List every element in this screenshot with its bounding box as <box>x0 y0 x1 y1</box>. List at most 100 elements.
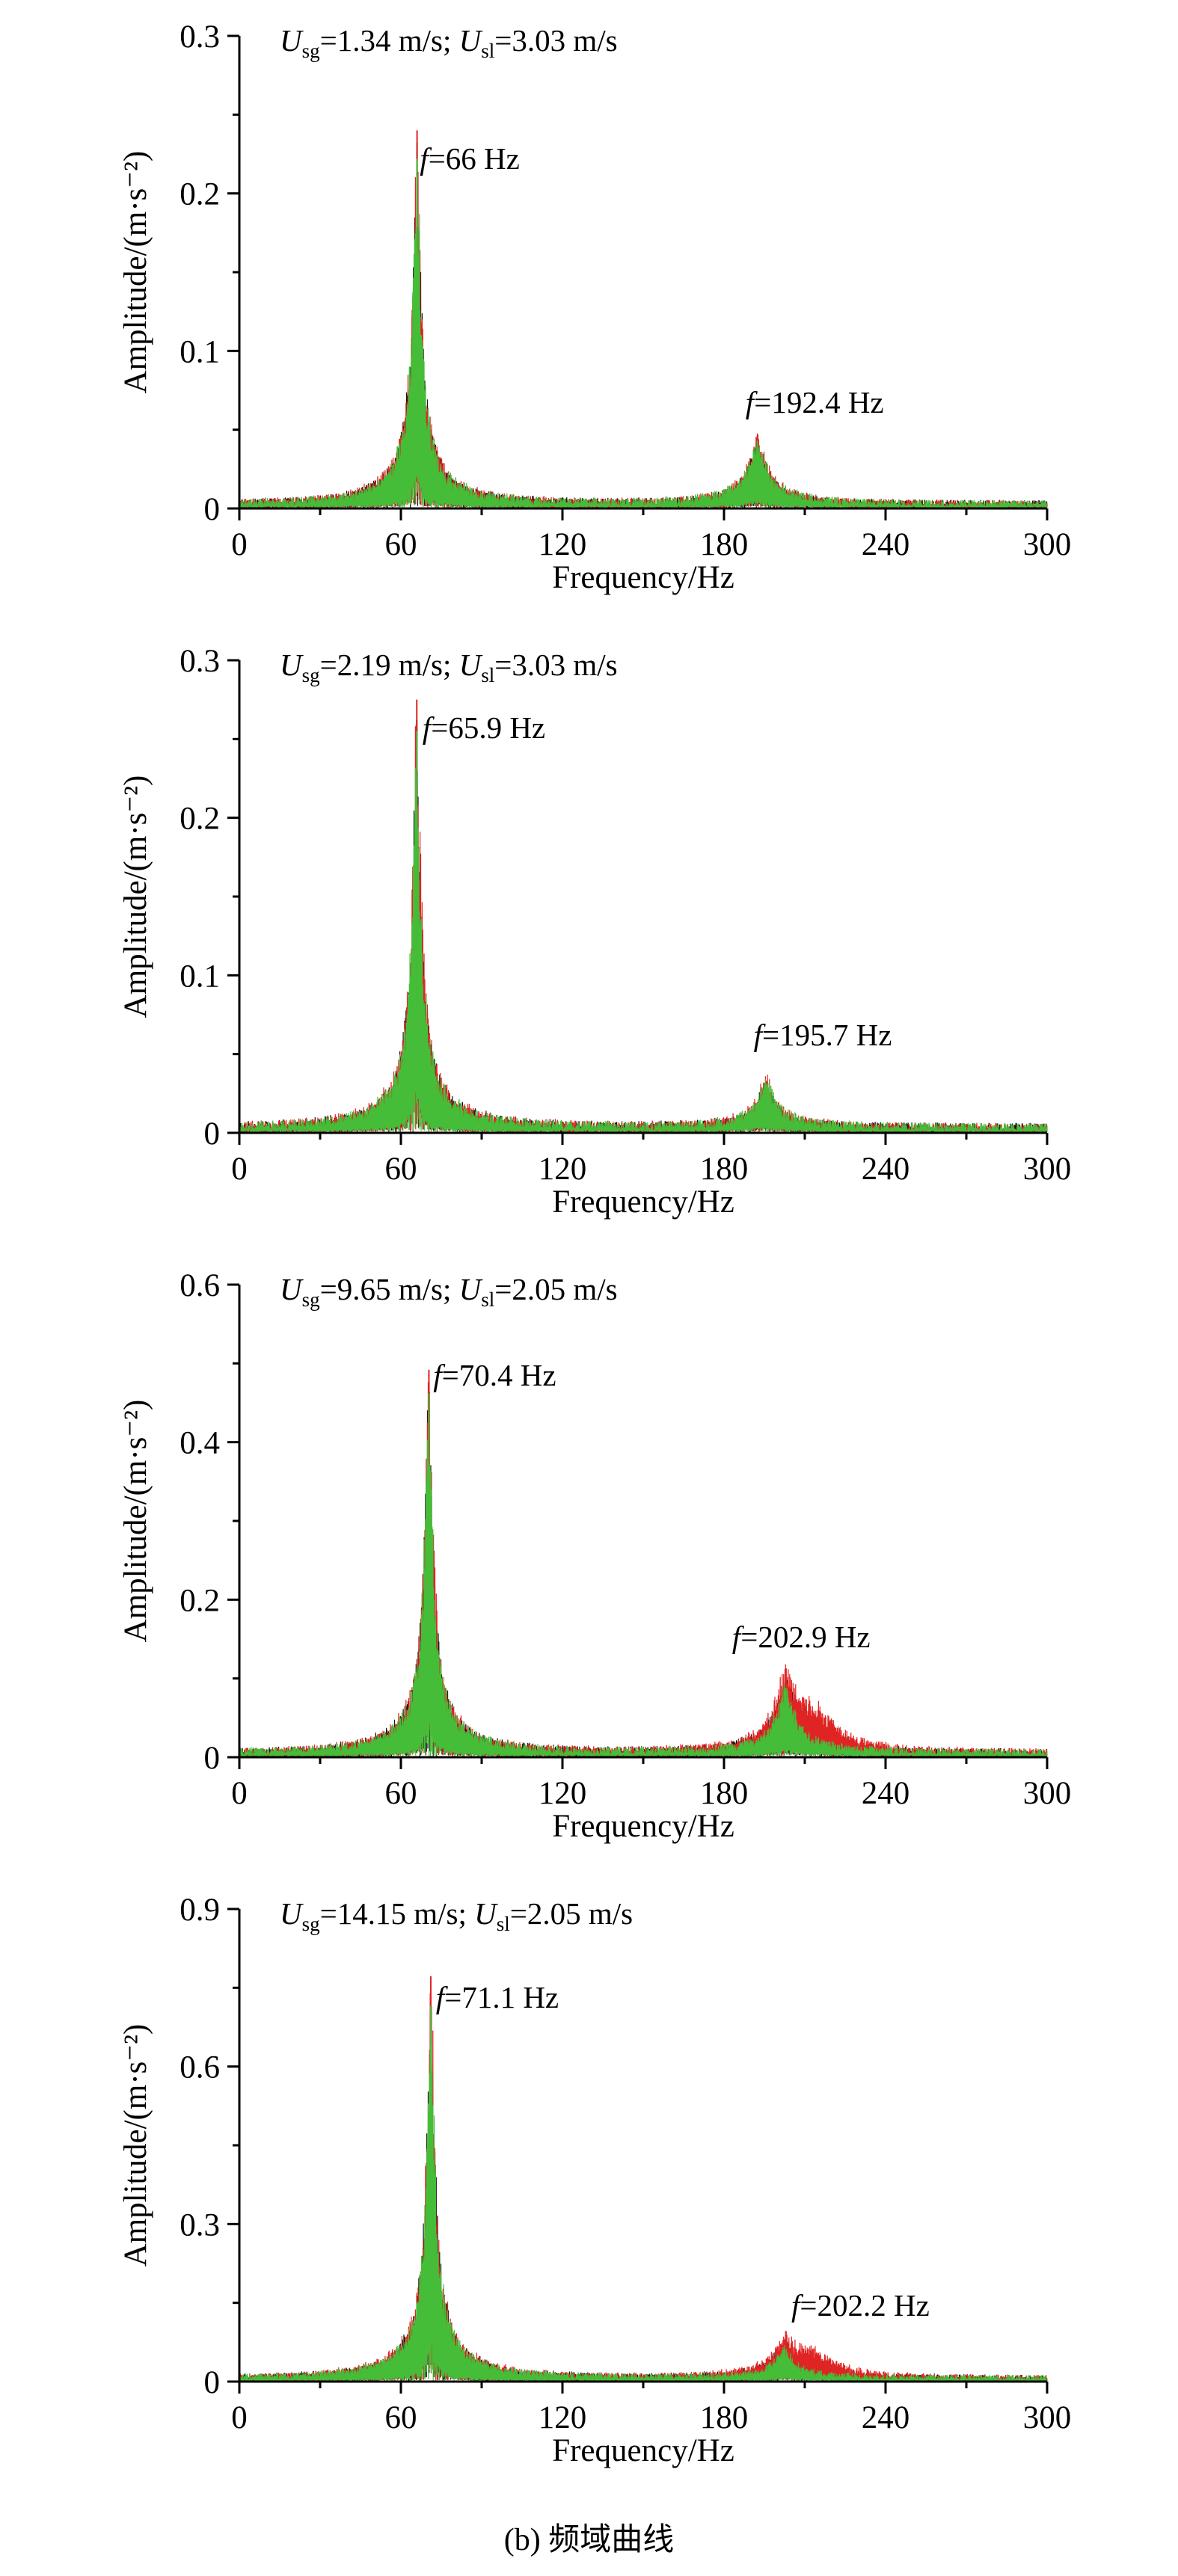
spectrum-plot-3: 0 60 120 180 240 300 0 0.2 0.4 0.6 <box>180 1268 1071 1811</box>
usl-subscript: sl <box>481 40 495 63</box>
usg-symbol: U <box>280 648 302 682</box>
usl-symbol: U <box>458 648 482 682</box>
spectrum-plot-4: 0 60 120 180 240 300 0 0.3 0.6 0.9 <box>180 1893 1071 2435</box>
spectrum-chart-4: 0 60 120 180 240 300 0 0.3 0.6 0.9 Amplitude/(m·s… <box>0 1873 1178 2497</box>
x-ticks: 0 60 120 180 240 300 <box>231 1133 1071 1187</box>
usl-value: =3.03 m/s <box>494 648 618 682</box>
usg-value: =1.34 m/s; <box>319 23 459 58</box>
usg-symbol: U <box>280 23 302 58</box>
y-tick-label: 0.1 <box>180 334 220 369</box>
y-tick-label: 0 <box>204 1741 221 1776</box>
spectrum-chart-1: 0 60 120 180 240 300 0 0.1 0.2 0.3 Amplitude/(m·s… <box>0 0 1178 624</box>
y-tick-label: 0.6 <box>180 2050 220 2085</box>
y-tick-label: 0.4 <box>180 1426 220 1461</box>
x-tick-label: 300 <box>1023 1152 1072 1187</box>
main-peak-label: f=70.4 Hz <box>433 1357 556 1395</box>
y-tick-label: 0.6 <box>180 1268 220 1303</box>
series-green <box>239 1401 1048 1759</box>
x-tick-label: 300 <box>1023 1776 1072 1811</box>
y-axis-label: Amplitude/(m·s⁻²) <box>118 1399 153 1643</box>
y-tick-label: 0.2 <box>180 177 220 212</box>
secondary-peak-value: =192.4 Hz <box>754 385 884 420</box>
usl-symbol: U <box>474 1896 497 1931</box>
x-tick-label: 240 <box>862 2400 910 2435</box>
x-tick-label: 60 <box>385 1776 417 1811</box>
series-red <box>239 1382 1048 1758</box>
spectrum-chart-3: 0 60 120 180 240 300 0 0.2 0.4 0.6 Amplitude/(m·s… <box>0 1249 1178 1873</box>
main-peak-value: =66 Hz <box>428 141 520 176</box>
usl-value: =2.05 m/s <box>509 1896 634 1931</box>
x-tick-label: 180 <box>700 527 749 562</box>
condition-label: Usg=9.65 m/s; Usl=2.05 m/s <box>280 1271 618 1312</box>
condition-label: Usg=2.19 m/s; Usl=3.03 m/s <box>280 647 618 687</box>
main-peak-label: f=71.1 Hz <box>436 1979 559 2017</box>
series-green <box>239 767 1048 1134</box>
usl-value: =3.03 m/s <box>494 23 618 58</box>
y-axis-label: Amplitude/(m·s⁻²) <box>118 150 153 394</box>
series-black <box>239 2008 1048 2383</box>
x-axis-label: Frequency/Hz <box>552 1809 734 1844</box>
secondary-peak-label: f=192.4 Hz <box>746 384 884 422</box>
y-tick-label: 0.2 <box>180 802 220 837</box>
series-green <box>239 205 1048 511</box>
f-symbol: f <box>753 1017 762 1052</box>
x-tick-label: 120 <box>539 527 587 562</box>
x-tick-label: 0 <box>231 1152 248 1187</box>
x-ticks: 0 60 120 180 240 300 <box>231 1757 1071 1811</box>
usl-subscript: sl <box>496 1913 510 1936</box>
y-ticks: 0 0.1 0.2 0.3 <box>180 644 239 1152</box>
usg-subscript: sg <box>301 1913 320 1936</box>
x-tick-label: 240 <box>862 527 910 562</box>
condition-label: Usg=14.15 m/s; Usl=2.05 m/s <box>280 1896 633 1936</box>
x-tick-label: 0 <box>231 1776 248 1811</box>
x-axis-label: Frequency/Hz <box>552 2433 734 2468</box>
x-tick-label: 60 <box>385 1152 417 1187</box>
series-black <box>239 748 1048 1134</box>
series-red <box>239 724 1048 1134</box>
x-tick-label: 0 <box>231 2400 248 2435</box>
spectrum-chart-2: 0 60 120 180 240 300 0 0.1 0.2 0.3 Amplitude/(m·s… <box>0 624 1178 1249</box>
main-peak-value: =65.9 Hz <box>431 710 546 745</box>
usl-symbol: U <box>458 23 482 58</box>
series-black <box>239 150 1048 510</box>
x-tick-label: 300 <box>1023 527 1072 562</box>
spectrum-plot-1: 0 60 120 180 240 300 0 0.1 0.2 0.3 <box>180 19 1071 562</box>
x-tick-label: 180 <box>700 2400 749 2435</box>
y-axis-label: Amplitude/(m·s⁻²) <box>118 775 153 1018</box>
f-symbol: f <box>791 2288 800 2323</box>
main-peak-label: f=66 Hz <box>420 141 520 178</box>
y-tick-label: 0.1 <box>180 959 220 994</box>
x-tick-label: 60 <box>385 2400 417 2435</box>
f-symbol: f <box>745 385 755 420</box>
x-tick-label: 180 <box>700 1776 749 1811</box>
x-tick-label: 120 <box>539 2400 587 2435</box>
main-peak-value: =71.1 Hz <box>444 1979 559 2014</box>
f-symbol: f <box>433 1358 442 1393</box>
series-green <box>239 2042 1048 2383</box>
main-peak-label: f=65.9 Hz <box>423 710 545 747</box>
condition-label: Usg=1.34 m/s; Usl=3.03 m/s <box>280 22 618 63</box>
usl-subscript: sl <box>481 1288 495 1312</box>
secondary-peak-value: =202.9 Hz <box>740 1620 871 1655</box>
x-tick-label: 120 <box>539 1152 587 1187</box>
figure-caption: (b) 频域曲线 <box>503 2523 675 2557</box>
y-tick-label: 0.9 <box>180 1893 220 1928</box>
usg-subscript: sg <box>301 40 320 63</box>
main-peak-value: =70.4 Hz <box>441 1358 556 1393</box>
x-axis-label: Frequency/Hz <box>552 560 734 595</box>
y-tick-label: 0.2 <box>180 1583 220 1618</box>
x-tick-label: 300 <box>1023 2400 1072 2435</box>
x-ticks: 0 60 120 180 240 300 <box>231 508 1071 562</box>
y-ticks: 0 0.2 0.4 0.6 <box>180 1268 239 1776</box>
y-tick-label: 0 <box>204 2365 221 2400</box>
x-tick-label: 180 <box>700 1152 749 1187</box>
axes <box>238 660 1047 1134</box>
y-ticks: 0 0.1 0.2 0.3 <box>180 19 239 527</box>
axes <box>238 1285 1047 1759</box>
usg-symbol: U <box>280 1272 302 1306</box>
secondary-peak-value: =195.7 Hz <box>762 1017 892 1052</box>
usl-subscript: sl <box>481 664 495 687</box>
axes <box>238 1909 1047 2383</box>
secondary-peak-value: =202.2 Hz <box>800 2288 930 2323</box>
x-ticks: 0 60 120 180 240 300 <box>231 2382 1071 2435</box>
